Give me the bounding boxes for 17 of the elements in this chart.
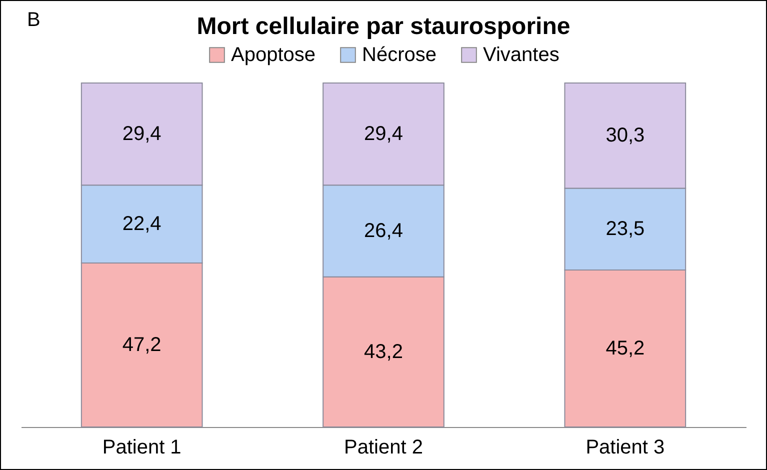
data-label: 22,4 <box>122 213 162 236</box>
data-label: 30,3 <box>606 124 645 147</box>
x-tick-label: Patient 2 <box>344 436 423 458</box>
x-tick-label: Patient 3 <box>586 436 665 458</box>
chart-title: Mort cellulaire par staurosporine <box>196 13 570 40</box>
text: B <box>27 9 40 32</box>
legend-label: Vivantes <box>483 44 560 66</box>
data-label: 23,5 <box>606 218 645 240</box>
x-tick-label: Patient 1 <box>102 436 182 458</box>
data-label: 47,2 <box>122 334 162 356</box>
data-label: 29,4 <box>364 123 403 146</box>
data-label: 45,2 <box>606 337 645 360</box>
legend-label: Apoptose <box>231 44 316 66</box>
data-label: 26,4 <box>364 220 403 242</box>
data-label: 29,4 <box>122 123 162 146</box>
data-label: 43,2 <box>364 340 403 363</box>
legend-label: Nécrose <box>362 44 436 66</box>
